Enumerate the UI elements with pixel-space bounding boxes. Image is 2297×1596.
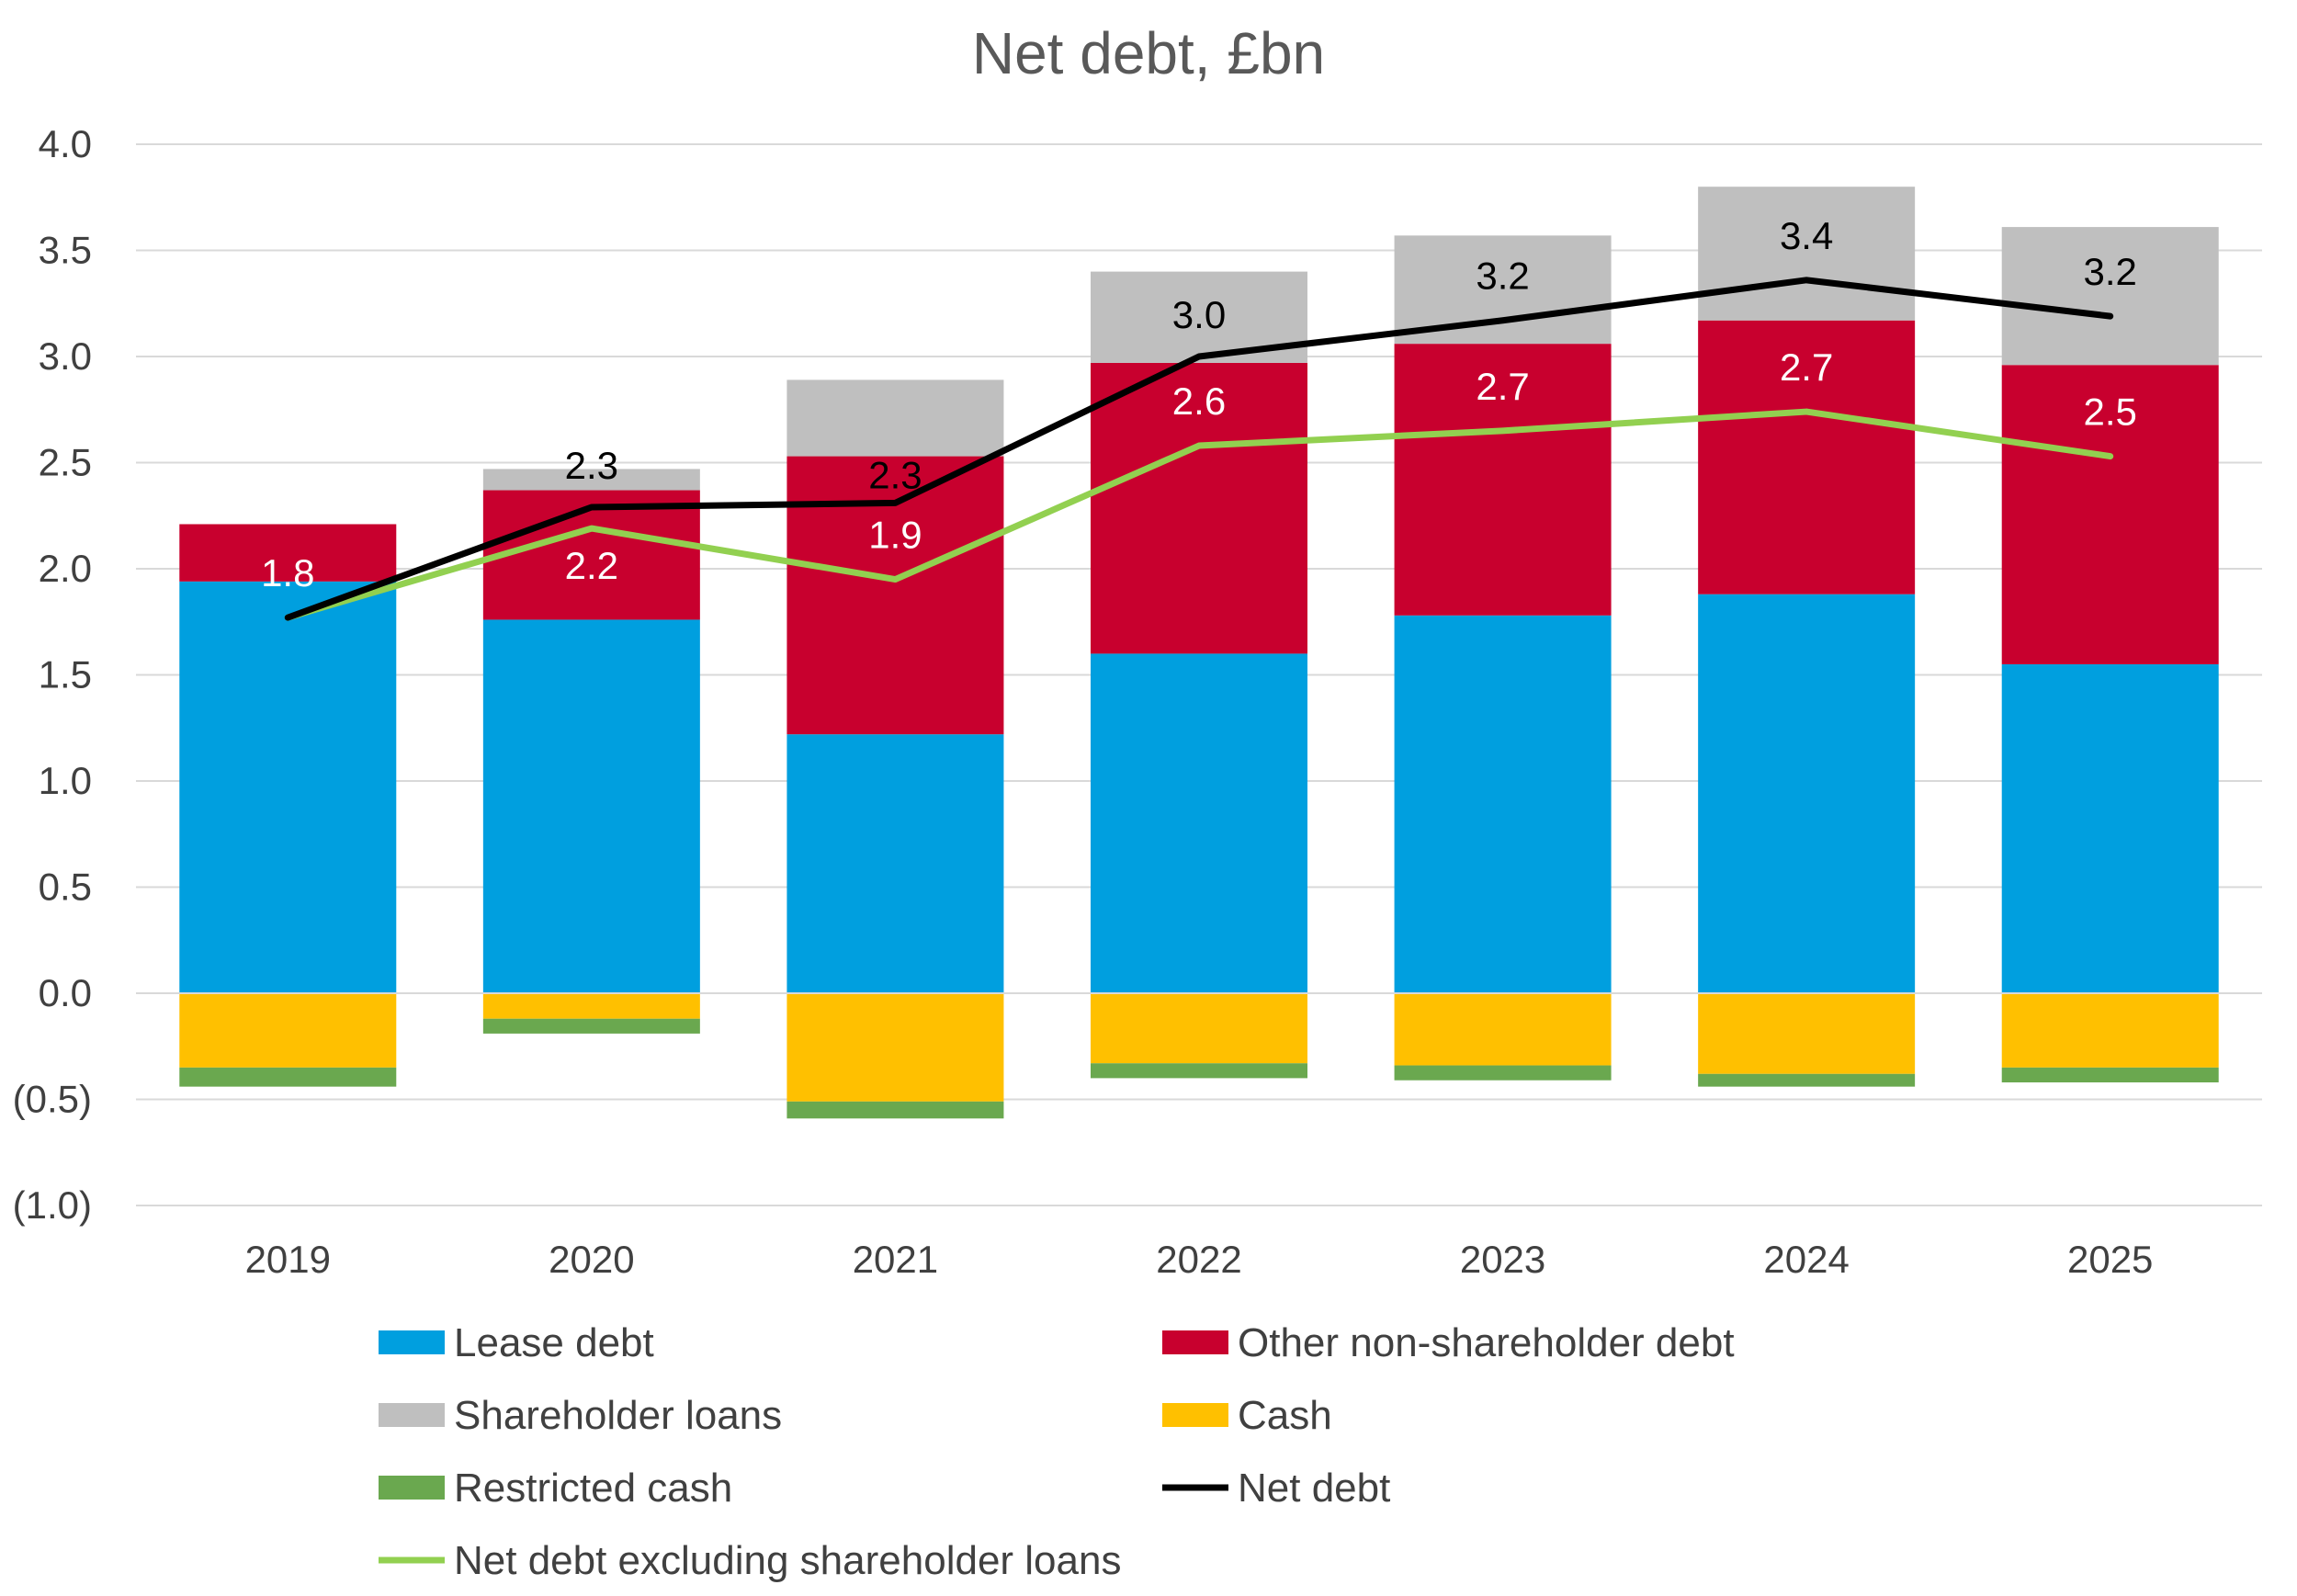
line-series [284,277,2114,621]
data-label: 2.3 [868,453,922,496]
legend-swatch [379,1330,445,1354]
data-labels: 2.3 2.3 3.0 3.2 3.4 3.2 1.8 2.2 1.9 2.6 2.7 2.7 2.5 [261,214,2137,594]
bar-lease-debt [2001,663,2219,993]
y-tick-label: 2.5 [39,441,92,484]
legend-item-lease-debt: Lease debt [379,1320,654,1365]
bar-lease-debt [1698,594,1916,993]
chart-title: Net debt, £bn [972,20,1325,86]
bar-shareholder-loans [482,469,700,491]
bar-lease-debt [1091,653,1307,993]
legend-swatch [379,1476,445,1500]
bar-shareholder-loans [786,379,1004,457]
line-net-debt-excluding-shareholder-loans [284,408,2114,621]
bar-other-non-shareholder-debt [786,456,1004,735]
y-tick-label: (0.5) [13,1078,92,1121]
bar-restricted-cash [1091,1063,1307,1079]
bar-restricted-cash [786,1101,1004,1119]
bar-restricted-cash [482,1018,700,1034]
legend-label: Other non-shareholder debt [1238,1320,1735,1365]
bar-cash [1091,993,1307,1064]
y-axis-tick-labels: 4.0 3.5 3.0 2.5 2.0 1.5 1.0 0.5 0.0 (0.5) (1.0) [13,122,92,1227]
legend-swatch [1162,1330,1228,1354]
bar-other-non-shareholder-debt [482,490,700,620]
bar-shareholder-loans [1394,235,1612,345]
legend-item-net-debt-excluding-shareholder-loans: Net debt excluding shareholder loans [379,1538,1121,1583]
bar-cash [1698,993,1916,1074]
data-label: 2.2 [565,544,618,587]
legend-label: Cash [1238,1393,1332,1438]
bar-other-non-shareholder-debt [2001,365,2219,664]
bar-other-non-shareholder-debt [1394,344,1612,616]
line-net-debt [284,277,2114,621]
bar-restricted-cash [1698,1073,1916,1087]
legend: Lease debt Other non-shareholder debt Shar… [379,1320,1735,1583]
y-tick-label: 0.5 [39,866,92,909]
data-label: 1.8 [261,551,314,594]
bar-lease-debt [482,619,700,993]
data-label: 2.7 [1476,365,1529,408]
bar-lease-debt [179,581,397,993]
y-tick-label: 0.0 [39,971,92,1014]
bar-cash [482,993,700,1019]
data-label: 3.2 [1476,255,1529,298]
x-tick-label: 2023 [1460,1238,1545,1281]
y-tick-label: 3.0 [39,334,92,378]
bar-cash [2001,993,2219,1068]
data-label: 3.0 [1172,293,1226,336]
bar-restricted-cash [1394,1065,1612,1081]
x-tick-label: 2020 [549,1238,634,1281]
legend-item-shareholder-loans: Shareholder loans [379,1393,782,1438]
legend-label: Shareholder loans [454,1393,782,1438]
bar-shareholder-loans [2001,227,2219,366]
data-label: 2.7 [1780,345,1833,389]
data-label: 3.2 [2084,250,2137,293]
legend-label: Lease debt [454,1320,654,1365]
data-label: 2.5 [2084,391,2137,434]
data-label: 3.4 [1780,214,1833,257]
bar-cash [1394,993,1612,1066]
x-tick-label: 2019 [245,1238,331,1281]
legend-item-other-non-shareholder-debt: Other non-shareholder debt [1162,1320,1735,1365]
y-tick-label: 4.0 [39,122,92,165]
y-tick-label: 1.5 [39,653,92,696]
bar-other-non-shareholder-debt [1091,362,1307,654]
y-tick-label: 2.0 [39,547,92,590]
y-tick-label: (1.0) [13,1183,92,1227]
legend-swatch [379,1403,445,1427]
legend-label: Net debt excluding shareholder loans [454,1538,1121,1583]
bar-restricted-cash [179,1067,397,1087]
stacked-bars [179,187,2219,1119]
legend-label: Net debt [1238,1466,1390,1511]
y-tick-label: 3.5 [39,229,92,272]
x-axis-tick-labels: 2019 2020 2021 2022 2023 2024 2025 [245,1238,2154,1281]
x-tick-label: 2024 [1763,1238,1849,1281]
bar-other-non-shareholder-debt [1698,320,1916,594]
bar-cash [786,993,1004,1102]
bar-lease-debt [1394,615,1612,993]
data-label: 2.3 [565,444,618,487]
x-tick-label: 2025 [2067,1238,2153,1281]
bar-other-non-shareholder-debt [179,524,397,582]
data-label: 1.9 [868,514,922,557]
x-tick-label: 2021 [853,1238,938,1281]
legend-item-net-debt: Net debt [1162,1466,1390,1511]
bar-lease-debt [786,734,1004,993]
legend-swatch [1162,1403,1228,1427]
legend-item-cash: Cash [1162,1393,1332,1438]
bar-shareholder-loans [1698,187,1916,321]
bar-cash [179,993,397,1068]
data-label: 2.6 [1172,379,1226,423]
x-tick-label: 2022 [1156,1238,1241,1281]
bar-restricted-cash [2001,1067,2219,1083]
legend-item-restricted-cash: Restricted cash [379,1466,732,1511]
y-tick-label: 1.0 [39,759,92,802]
legend-label: Restricted cash [454,1466,732,1511]
